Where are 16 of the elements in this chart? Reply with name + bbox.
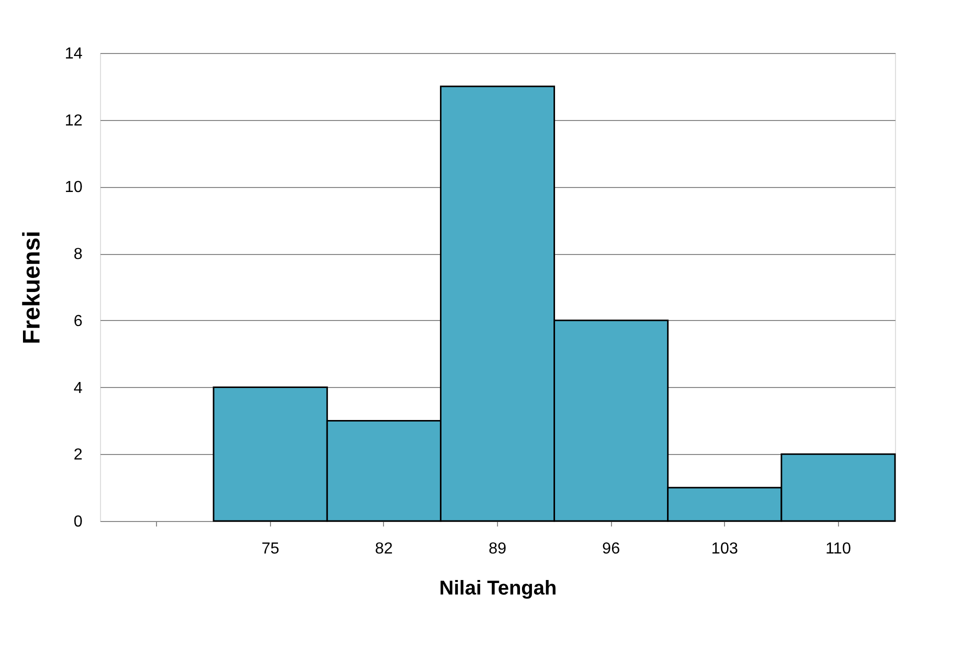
y-tick-label: 14 bbox=[64, 46, 83, 62]
x-tick-label: 82 bbox=[375, 540, 393, 558]
x-axis-title: Nilai Tengah bbox=[439, 578, 557, 600]
x-tick-label: 96 bbox=[602, 540, 620, 558]
y-tick-label: 4 bbox=[74, 380, 83, 397]
y-axis-title: Frekuensi bbox=[18, 230, 46, 344]
y-tick-label: 2 bbox=[74, 446, 83, 464]
y-tick-label: 12 bbox=[64, 112, 83, 130]
y-tick-label: 6 bbox=[74, 312, 83, 330]
y-tick-label: 8 bbox=[74, 246, 83, 264]
x-tick-label: 89 bbox=[488, 540, 506, 558]
y-tick-label: 10 bbox=[64, 179, 83, 196]
x-tick-label: 103 bbox=[711, 540, 738, 558]
x-tick-label: 75 bbox=[261, 540, 280, 558]
y-tick-label: 0 bbox=[74, 514, 83, 530]
x-tick-label: 110 bbox=[825, 540, 852, 558]
